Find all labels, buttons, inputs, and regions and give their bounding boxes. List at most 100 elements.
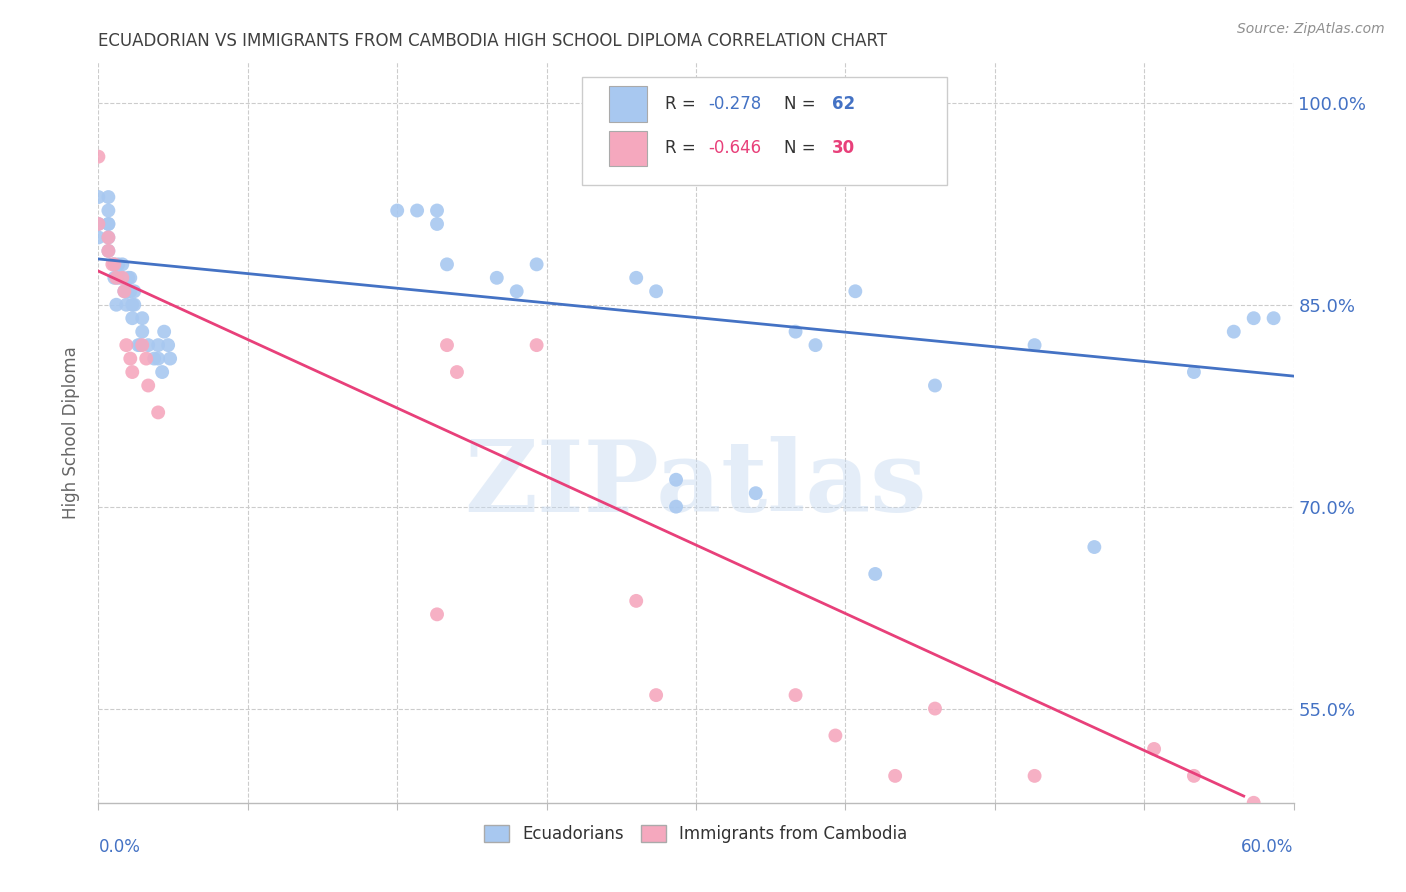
Point [148,351,170,366]
Legend: Ecuadorians, Immigrants from Cambodia: Ecuadorians, Immigrants from Cambodia [478,819,914,850]
Point [103,270,125,285]
Point [131,311,153,326]
Point [103,257,125,271]
Point [121,365,143,379]
Point [626,270,648,285]
Point [112,285,135,299]
Text: ECUADORIAN VS IMMIGRANTS FROM CAMBODIA HIGH SCHOOL DIPLOMA CORRELATION CHART: ECUADORIAN VS IMMIGRANTS FROM CAMBODIA H… [98,32,887,50]
Point [665,473,688,487]
Text: 0.0%: 0.0% [98,838,141,855]
Point [115,298,138,312]
Point [1182,365,1205,379]
Text: N =: N = [785,95,821,113]
Point [135,351,157,366]
Point [1083,540,1105,554]
Point [124,285,146,299]
Point [103,257,125,271]
Point [665,500,688,514]
Point [745,486,768,500]
Point [1024,769,1046,783]
Point [111,270,134,285]
Point [426,217,449,231]
Point [120,270,142,285]
Point [131,338,153,352]
Point [101,257,124,271]
Point [112,285,135,299]
Point [785,325,807,339]
Point [506,285,529,299]
Point [136,338,159,352]
Point [844,285,866,299]
Point [105,270,128,285]
Point [121,298,143,312]
Point [1024,338,1046,352]
Y-axis label: High School Diploma: High School Diploma [62,346,80,519]
Text: -0.646: -0.646 [709,139,761,157]
Point [526,338,548,352]
Point [1143,742,1166,756]
Point [97,230,120,244]
Point [117,270,139,285]
Point [124,298,146,312]
Point [87,150,110,164]
Point [426,607,449,622]
Point [97,244,120,258]
Point [1243,311,1265,326]
Text: N =: N = [785,139,821,157]
Point [87,190,110,204]
FancyBboxPatch shape [609,130,647,166]
Point [121,311,143,326]
Point [143,351,166,366]
Point [385,203,409,218]
Point [153,325,176,339]
Text: R =: R = [665,95,702,113]
Point [115,338,138,352]
Text: ZIPatlas: ZIPatlas [465,436,927,533]
Point [1243,796,1265,810]
Point [785,688,807,702]
Point [107,257,129,271]
Point [485,270,508,285]
Point [148,338,170,352]
Point [804,338,827,352]
Point [117,285,139,299]
Point [97,190,120,204]
Text: R =: R = [665,139,702,157]
Point [924,378,946,392]
Point [87,217,110,231]
Point [129,338,152,352]
Point [87,217,110,231]
Point [436,257,458,271]
Point [526,257,548,271]
Point [97,244,120,258]
Point [426,203,449,218]
Text: 62: 62 [832,95,855,113]
Point [97,217,120,231]
Point [436,338,458,352]
Text: Source: ZipAtlas.com: Source: ZipAtlas.com [1237,22,1385,37]
Point [111,257,134,271]
Text: 30: 30 [832,139,855,157]
Point [127,338,149,352]
Point [157,338,180,352]
FancyBboxPatch shape [609,87,647,121]
FancyBboxPatch shape [582,78,948,185]
Point [924,701,946,715]
Point [105,298,128,312]
Point [406,203,429,218]
Point [645,688,668,702]
Point [87,230,110,244]
Point [120,285,142,299]
Point [120,351,142,366]
Point [97,217,120,231]
Point [159,351,181,366]
Point [1223,325,1246,339]
Point [136,378,159,392]
Point [97,203,120,218]
Point [645,285,668,299]
Point [111,270,134,285]
Text: 60.0%: 60.0% [1241,838,1294,855]
Point [150,365,173,379]
Point [1263,311,1285,326]
Point [1182,769,1205,783]
